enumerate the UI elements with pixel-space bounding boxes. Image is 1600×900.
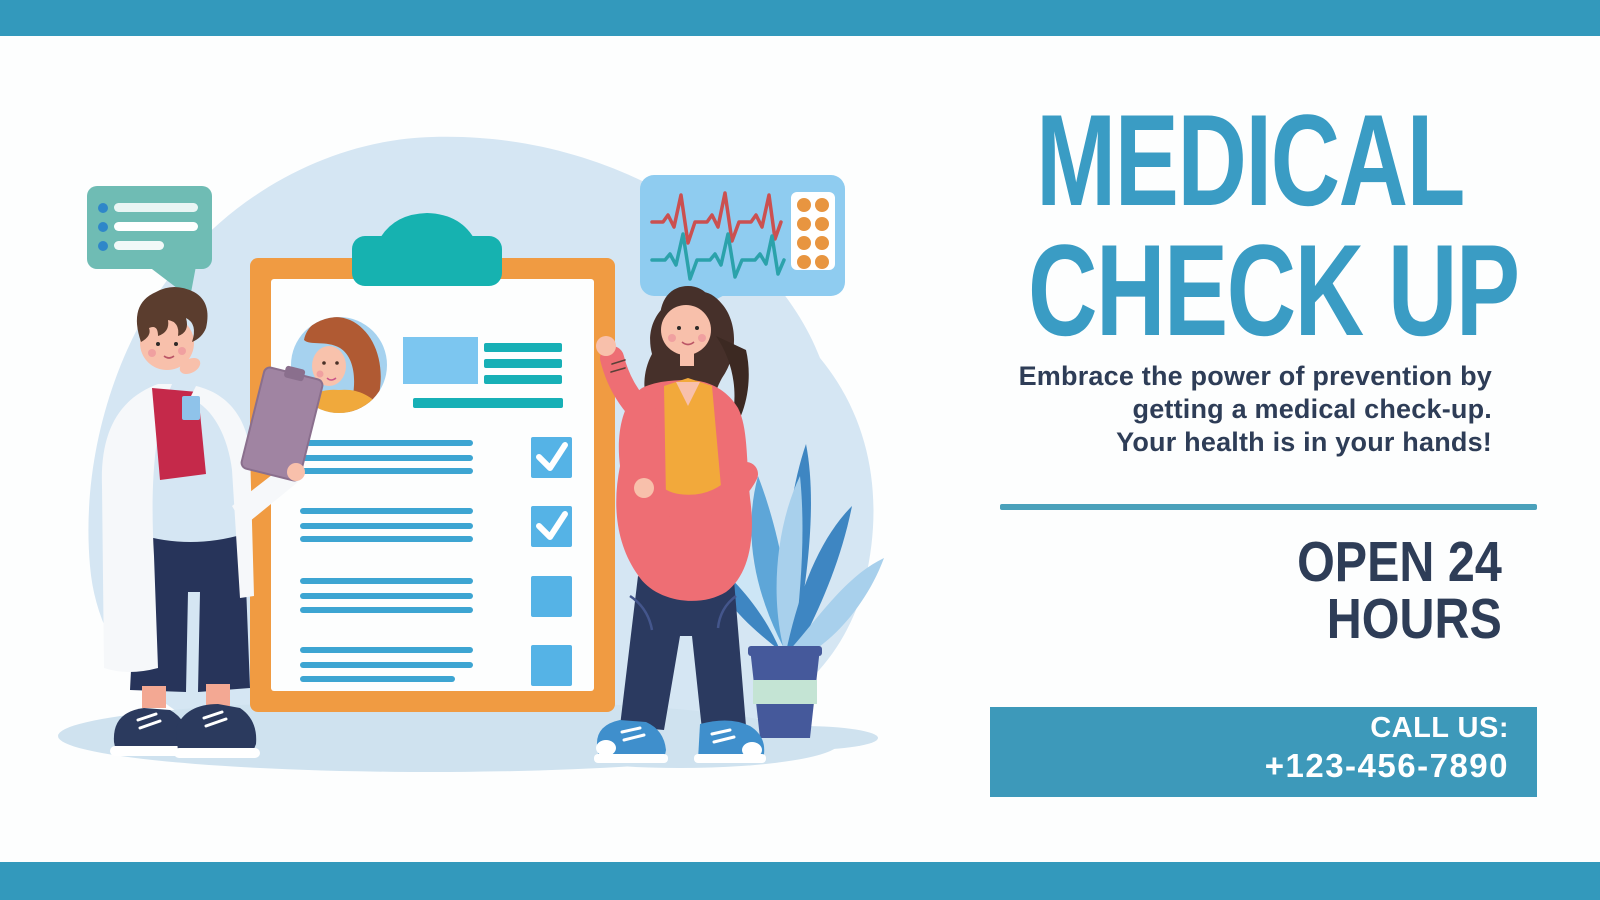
divider-line (1000, 504, 1537, 510)
clipboard-icon (250, 213, 615, 712)
doctor-thinking-hand (179, 357, 201, 375)
tagline: Embrace the power of prevention by getti… (1019, 360, 1492, 459)
title-line-1: MEDICAL (1036, 87, 1465, 233)
checkbox-checked-icon (531, 506, 572, 547)
doctor-coat-sleeve (190, 386, 254, 598)
pill-pack-icon (791, 192, 835, 270)
doctor-character (101, 287, 324, 758)
patient-arm-folded (636, 462, 758, 519)
page-title: MEDICAL CHECK UP (1028, 87, 1520, 363)
tagline-line-1: Embrace the power of prevention by (1018, 361, 1492, 391)
patient-hand-folded (634, 478, 654, 498)
doctor-hand (287, 463, 305, 481)
open-hours: OPEN 24 HOURS (1297, 534, 1502, 648)
clipboard-clip (352, 213, 502, 286)
ekg-line-teal (650, 232, 786, 281)
tablet-icon (240, 365, 324, 482)
ekg-line-red (650, 191, 783, 245)
phone-number: +123-456-7890 (1264, 747, 1509, 784)
illustration (0, 36, 960, 862)
bottom-border-bar (0, 862, 1600, 900)
checklist-bubble-icon (87, 186, 212, 298)
patient-hand (596, 336, 616, 356)
checkbox-empty-icon (531, 576, 572, 617)
title-line-2: CHECK UP (1028, 217, 1520, 363)
tagline-line-2: getting a medical check-up. (1132, 394, 1492, 424)
doctor-head (136, 287, 208, 375)
checklist-lines (300, 440, 473, 682)
call-us-banner: CALL US: +123-456-7890 (990, 707, 1537, 797)
patient-neckline (676, 382, 700, 406)
doctor-coat (101, 384, 172, 672)
form-field-block (403, 337, 478, 384)
tagline-line-3: Your health is in your hands! (1116, 427, 1492, 457)
hours-line-1: OPEN 24 (1297, 530, 1502, 594)
plant-pot (748, 646, 822, 738)
patient-vest (664, 378, 722, 510)
call-us-label: CALL US: (1370, 712, 1509, 744)
top-border-bar (0, 0, 1600, 36)
checkbox-empty-icon (531, 645, 572, 686)
illustration-svg (58, 136, 884, 772)
patient-hair-lock (716, 336, 749, 440)
patient-character (594, 286, 766, 763)
patient-sneakers (594, 720, 766, 763)
doctor-shoes (110, 704, 260, 758)
checkbox-checked-icon (531, 437, 572, 478)
doctor-legs (130, 534, 250, 708)
patient-arm-reaching (600, 346, 660, 430)
doctor-forearm (232, 464, 298, 526)
patient-head (659, 286, 717, 366)
doctor-badge (182, 396, 200, 420)
form-header-lines (413, 343, 563, 408)
hours-line-2: HOURS (1327, 587, 1502, 651)
